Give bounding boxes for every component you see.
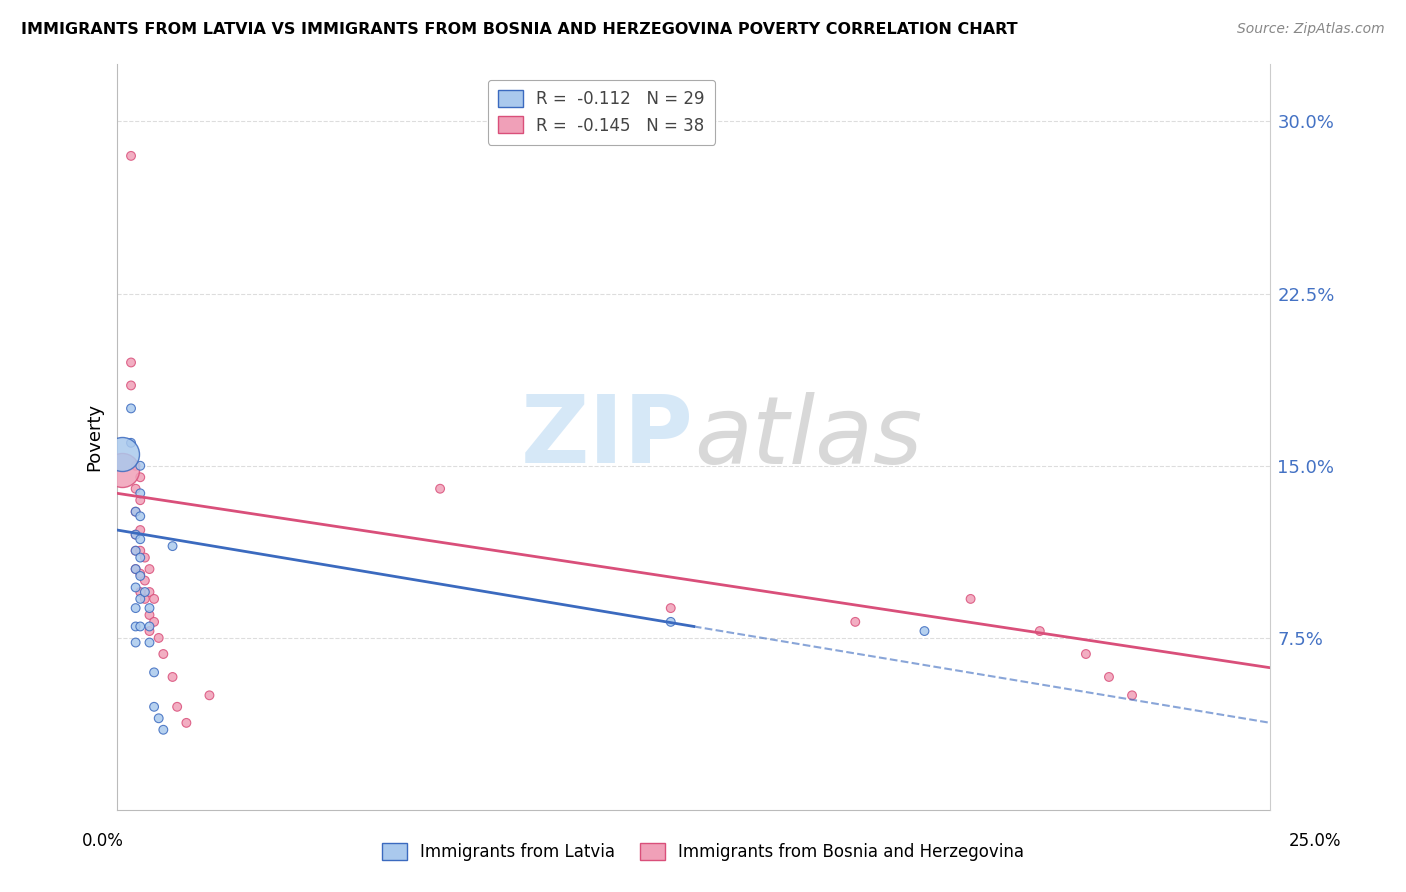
Point [129,550,152,565]
Legend: R =  -0.112   N = 29, R =  -0.145   N = 38: R = -0.112 N = 29, R = -0.145 N = 38 [488,80,716,145]
Point [134,591,156,606]
Point [124,601,146,615]
Point [124,562,146,576]
Point [148,631,170,645]
Point [143,665,166,680]
Point [129,486,152,500]
Point [129,470,152,484]
Point [129,493,152,508]
Point [176,715,198,730]
Point [124,505,146,519]
Point [111,447,134,461]
Point [1074,647,1097,661]
Point [129,509,152,524]
Point [138,624,160,638]
Point [124,527,146,541]
Point [429,482,451,496]
Point [138,635,160,649]
Point [120,378,142,392]
Point [134,574,156,588]
Text: ZIP: ZIP [522,391,693,483]
Point [120,149,142,163]
Point [120,435,142,450]
Text: Source: ZipAtlas.com: Source: ZipAtlas.com [1237,22,1385,37]
Point [129,591,152,606]
Point [148,711,170,725]
Point [143,699,166,714]
Point [152,647,174,661]
Point [129,543,152,558]
Text: 0.0%: 0.0% [82,831,124,849]
Point [124,505,146,519]
Point [959,591,981,606]
Point [134,585,156,599]
Point [198,689,221,703]
Point [138,585,160,599]
Point [659,601,682,615]
Point [138,601,160,615]
Point [120,401,142,416]
Point [129,566,152,581]
Point [138,562,160,576]
Point [1121,689,1143,703]
Point [129,569,152,583]
Point [1029,624,1052,638]
Point [129,523,152,537]
Point [659,615,682,629]
Point [124,527,146,541]
Point [124,543,146,558]
Point [138,607,160,622]
Point [844,615,866,629]
Point [143,591,166,606]
Point [914,624,936,638]
Text: 25.0%: 25.0% [1288,831,1341,849]
Point [124,581,146,595]
Point [162,670,184,684]
Point [120,355,142,369]
Y-axis label: Poverty: Poverty [86,403,103,471]
Point [129,458,152,473]
Point [124,619,146,633]
Point [124,635,146,649]
Point [152,723,174,737]
Legend: Immigrants from Latvia, Immigrants from Bosnia and Herzegovina: Immigrants from Latvia, Immigrants from … [375,836,1031,868]
Point [129,585,152,599]
Text: IMMIGRANTS FROM LATVIA VS IMMIGRANTS FROM BOSNIA AND HERZEGOVINA POVERTY CORRELA: IMMIGRANTS FROM LATVIA VS IMMIGRANTS FRO… [21,22,1018,37]
Text: atlas: atlas [693,392,922,483]
Point [1098,670,1121,684]
Point [134,550,156,565]
Point [129,533,152,547]
Point [143,615,166,629]
Point [111,463,134,477]
Point [124,458,146,473]
Point [124,562,146,576]
Point [129,619,152,633]
Point [166,699,188,714]
Point [138,619,160,633]
Point [124,482,146,496]
Point [124,543,146,558]
Point [162,539,184,553]
